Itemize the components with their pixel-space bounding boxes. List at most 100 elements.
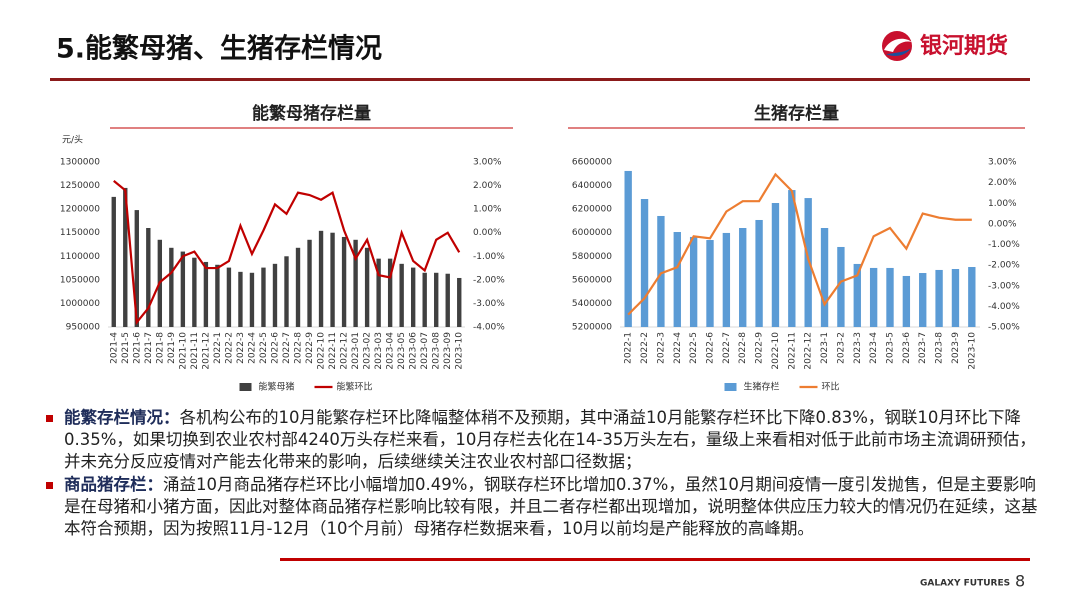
bar (706, 240, 714, 327)
bullet: 商品猪存栏：涌益10月商品猪存栏环比小幅增加0.49%，钢联存栏环比增加0.37… (44, 474, 1039, 540)
y-tick-label: 1150000 (60, 228, 100, 238)
bar (689, 236, 698, 327)
bar (249, 272, 255, 327)
y2-tick-label: 0.00% (988, 219, 1017, 229)
bar (853, 263, 861, 327)
x-tick-label: 2022-5 (259, 332, 269, 364)
y2-tick-label: -1.00% (473, 252, 505, 262)
bar (410, 267, 416, 327)
y-tick-label: 1000000 (60, 299, 100, 309)
line-series (113, 180, 461, 326)
bar (951, 269, 960, 327)
x-tick-label: 2022-2 (640, 332, 650, 364)
x-tick-label: 2022-5 (689, 332, 699, 364)
bar (886, 267, 894, 327)
y-tick-label: 6600000 (572, 158, 612, 168)
bar (771, 203, 780, 327)
bar (111, 196, 116, 327)
x-tick-label: 2022-6 (270, 332, 280, 364)
y-tick-label: 1050000 (60, 275, 100, 285)
bar (722, 232, 731, 327)
bar (318, 230, 324, 327)
line-series (627, 172, 972, 316)
y-tick-label: 6400000 (572, 181, 612, 191)
legend-swatch (239, 383, 252, 391)
bar (307, 239, 312, 327)
footer-brand: GALAXY FUTURES (920, 579, 1010, 589)
y2-tick-label: 0.00% (473, 228, 502, 238)
x-tick-label: 2023-5 (886, 332, 896, 364)
bar (739, 228, 747, 327)
chart-title: 生猪存栏量 (754, 103, 839, 124)
bar (226, 267, 232, 327)
bar (192, 257, 197, 327)
x-tick-label: 2022-7 (722, 332, 732, 364)
bar (169, 247, 174, 327)
x-tick-label: 2022-3 (236, 332, 246, 364)
bar (457, 277, 462, 327)
bar (673, 232, 681, 327)
bar (295, 247, 301, 327)
x-tick-label: 2023-03 (374, 332, 384, 370)
x-tick-label: 2023-6 (902, 332, 912, 364)
y-tick-label: 1100000 (60, 252, 100, 262)
logo-emblem (882, 31, 912, 61)
y-tick-label: 1250000 (60, 181, 100, 191)
bullet-list: 能繁存栏情况：各机构公布的10月能繁存栏环比降幅整体稍不及预期，其中涌益10月能… (44, 407, 1039, 541)
bar (238, 271, 243, 327)
bullet: 能繁存栏情况：各机构公布的10月能繁存栏环比降幅整体稍不及预期，其中涌益10月能… (44, 407, 1039, 473)
y2-tick-label: 1.00% (473, 205, 502, 215)
y2-tick-label: -2.00% (473, 275, 505, 285)
x-tick-label: 2022-1 (213, 332, 223, 364)
y-tick-label: 950000 (66, 323, 101, 333)
x-tick-label: 2023-02 (363, 332, 373, 370)
slide-title: 5.能繁母猪、生猪存栏情况 (56, 33, 382, 65)
legend-label: 生猪存栏 (744, 381, 780, 393)
bar (422, 272, 427, 327)
bar (788, 190, 796, 327)
x-tick-label: 2021-9 (167, 332, 177, 364)
x-tick-label: 2021-4 (109, 332, 119, 364)
x-tick-label: 2022-9 (755, 332, 765, 364)
x-tick-label: 2023-06 (409, 332, 419, 370)
x-tick-label: 2022-4 (247, 332, 257, 364)
x-tick-label: 2021-8 (155, 332, 165, 364)
x-tick-label: 2021-12 (201, 332, 211, 370)
bar (935, 269, 943, 327)
x-tick-label: 2022-12 (804, 332, 814, 370)
y2-tick-label: 1.00% (988, 199, 1017, 209)
x-tick-label: 2022-2 (224, 332, 234, 364)
y2-tick-label: -5.00% (988, 323, 1020, 333)
title-rule (50, 78, 1030, 81)
x-tick-label: 2022-9 (305, 332, 315, 364)
bar (376, 258, 381, 327)
y-tick-label: 5400000 (572, 299, 612, 309)
bar (272, 263, 278, 327)
bar (434, 272, 439, 327)
x-tick-label: 2022-11 (328, 332, 338, 370)
x-tick-label: 2022-6 (706, 332, 716, 364)
x-tick-label: 2022-7 (282, 332, 292, 364)
legend-label: 环比 (822, 381, 840, 393)
bar (640, 199, 649, 327)
y2-tick-label: 3.00% (473, 158, 502, 168)
x-tick-label: 2021-6 (132, 332, 142, 364)
legend-swatch (724, 383, 737, 391)
bar (657, 215, 665, 327)
bullet-text: 涌益10月商品猪存栏环比小幅增加0.49%，钢联存栏环比增加0.37%，虽然10… (64, 475, 1038, 538)
x-tick-label: 2022-10 (317, 332, 327, 370)
x-tick-label: 2023-1 (820, 332, 830, 364)
x-tick-label: 2023-10 (455, 332, 465, 370)
x-tick-label: 2023-09 (443, 332, 453, 370)
y-axis-label: 元/头 (62, 135, 83, 146)
x-tick-label: 2023-01 (351, 332, 361, 370)
y-tick-label: 6200000 (572, 205, 612, 215)
x-tick-label: 2023-10 (967, 332, 977, 370)
bar (341, 236, 347, 327)
x-tick-label: 2022-8 (294, 332, 304, 364)
x-tick-label: 2022-3 (656, 332, 666, 364)
y2-tick-label: 2.00% (988, 178, 1017, 188)
bar (180, 251, 186, 327)
